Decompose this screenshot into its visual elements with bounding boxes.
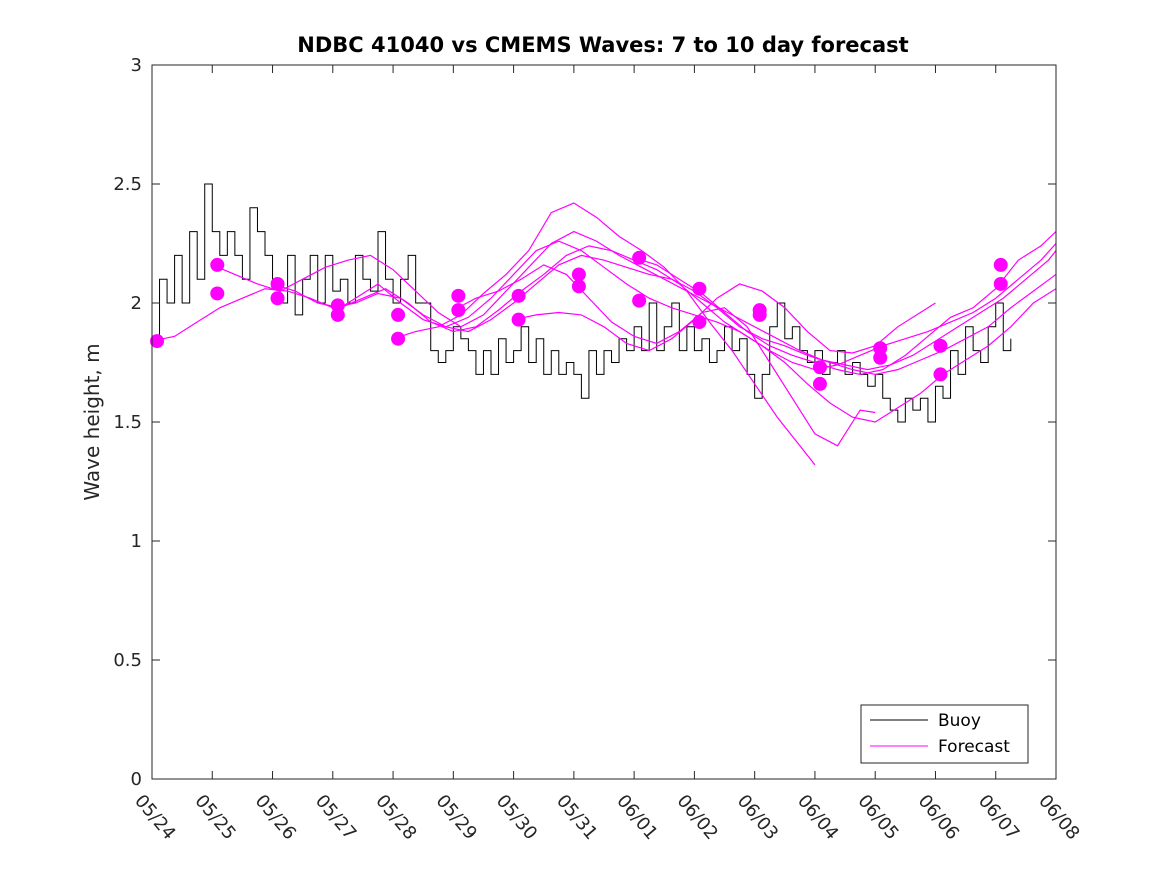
forecast-point <box>812 376 827 391</box>
legend-forecast-label: Forecast <box>938 737 1010 757</box>
y-tick-label: 1 <box>131 531 142 552</box>
forecast-point <box>571 267 586 282</box>
forecast-point <box>330 307 345 322</box>
y-tick-label: 1.5 <box>113 412 142 433</box>
forecast-point <box>692 315 707 330</box>
forecast-point <box>752 307 767 322</box>
y-tick-label: 3 <box>131 55 142 76</box>
forecast-run-line <box>212 230 1056 371</box>
legend-box <box>860 704 1029 764</box>
y-tick-label: 2 <box>131 293 142 314</box>
forecast-point <box>571 279 586 294</box>
forecast-point <box>210 257 225 272</box>
forecast-run-line <box>152 254 1056 376</box>
forecast-point <box>451 303 466 318</box>
forecast-point <box>812 360 827 375</box>
marker-layer <box>150 250 1008 391</box>
series-layer <box>152 183 1056 466</box>
forecast-point <box>391 307 406 322</box>
y-tick-label: 2.5 <box>113 174 142 195</box>
forecast-point <box>391 331 406 346</box>
y-axis-label: Wave height, m <box>80 343 104 500</box>
forecast-point <box>692 281 707 296</box>
forecast-run-line <box>513 283 936 354</box>
chart-title: NDBC 41040 vs CMEMS Waves: 7 to 10 day f… <box>297 33 908 57</box>
forecast-point <box>511 288 526 303</box>
forecast-point <box>933 367 948 382</box>
forecast-point <box>511 312 526 327</box>
forecast-run-line <box>272 243 1056 371</box>
forecast-point <box>873 350 888 365</box>
forecast-point <box>632 293 647 308</box>
y-tick-label: 0 <box>131 769 142 790</box>
buoy-series-line <box>152 183 1012 423</box>
forecast-point <box>993 257 1008 272</box>
forecast-point <box>210 286 225 301</box>
forecast-run-line <box>633 231 1056 376</box>
forecast-point <box>451 288 466 303</box>
forecast-point <box>993 276 1008 291</box>
forecast-point <box>632 250 647 265</box>
y-tick-label: 0.5 <box>113 650 142 671</box>
forecast-run-line <box>332 240 1056 423</box>
forecast-point <box>270 291 285 306</box>
forecast-point <box>150 334 165 349</box>
forecast-run-line <box>453 264 876 447</box>
legend-buoy-label: Buoy <box>938 711 981 731</box>
legend: Buoy Forecast <box>860 704 1029 764</box>
forecast-point <box>933 338 948 353</box>
forecast-point <box>270 276 285 291</box>
